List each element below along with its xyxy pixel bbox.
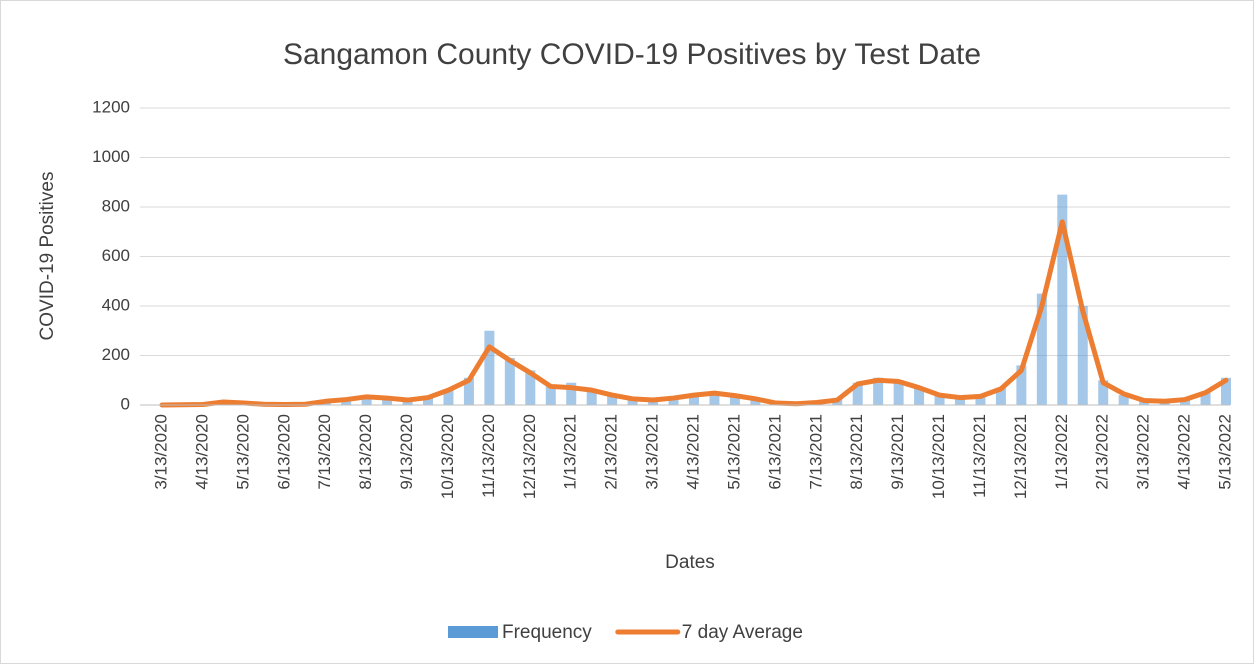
bar <box>709 391 720 405</box>
y-tick-label: 400 <box>102 295 130 314</box>
x-tick-label: 9/13/2021 <box>888 414 907 490</box>
bar <box>914 387 925 405</box>
bar <box>995 387 1006 405</box>
bar <box>1077 306 1088 405</box>
bar <box>504 357 515 405</box>
bar <box>463 377 474 405</box>
x-tick-label: 3/13/2020 <box>151 414 170 490</box>
y-tick-label: 600 <box>102 246 130 265</box>
bar <box>873 377 884 405</box>
x-tick-label: 8/13/2021 <box>847 414 866 490</box>
bar <box>1057 194 1068 405</box>
y-tick-label: 1000 <box>92 147 130 166</box>
bar <box>1016 365 1027 405</box>
y-axis-label: COVID-19 Positives <box>37 172 58 341</box>
bar <box>729 395 740 405</box>
x-tick-label: 10/13/2021 <box>929 414 948 499</box>
x-tick-label: 6/13/2020 <box>274 414 293 490</box>
bar <box>1036 293 1047 405</box>
x-tick-label: 5/13/2020 <box>233 414 252 490</box>
legend-swatch <box>448 626 498 638</box>
legend-label: Frequency <box>502 622 592 643</box>
bar <box>627 398 638 405</box>
bar <box>750 398 761 405</box>
x-tick-label: 4/13/2021 <box>683 414 702 490</box>
bar <box>443 390 454 405</box>
x-tick-label: 8/13/2020 <box>356 414 375 490</box>
line <box>159 219 1229 408</box>
x-tick-label: 2/13/2021 <box>602 414 621 490</box>
x-tick-label: 7/13/2021 <box>806 414 825 490</box>
bar <box>1118 395 1129 405</box>
x-tick-label: 3/13/2021 <box>643 414 662 490</box>
bar <box>484 330 495 405</box>
y-tick-label: 1200 <box>92 97 130 116</box>
x-tick-label: 3/13/2022 <box>1134 414 1153 490</box>
bar <box>545 385 556 405</box>
bar <box>934 395 945 405</box>
x-tick-label: 4/13/2022 <box>1175 414 1194 490</box>
bar <box>607 395 618 405</box>
y-tick-label: 800 <box>102 196 130 215</box>
bar <box>586 391 597 405</box>
x-tick-label: 1/13/2022 <box>1052 414 1071 490</box>
x-tick-label: 5/13/2022 <box>1215 414 1234 490</box>
bar <box>1139 401 1150 405</box>
bar <box>423 397 433 405</box>
bar <box>566 382 577 405</box>
x-tick-label: 12/13/2021 <box>1011 414 1030 499</box>
y-tick-label: 200 <box>102 345 130 364</box>
x-axis-label: Dates <box>665 552 715 573</box>
bar <box>382 398 393 405</box>
x-tick-label: 11/13/2021 <box>970 414 989 498</box>
bar <box>975 395 986 405</box>
bar <box>893 380 904 405</box>
bar <box>852 382 863 405</box>
bar <box>341 399 352 405</box>
bar <box>668 397 679 405</box>
x-tick-label: 9/13/2020 <box>397 414 416 490</box>
x-tick-label: 7/13/2020 <box>315 414 334 490</box>
bar <box>361 396 372 405</box>
x-tick-label: 12/13/2020 <box>520 414 539 499</box>
x-tick-label: 11/13/2020 <box>479 414 498 498</box>
bar <box>525 370 536 405</box>
legend-label: 7 day Average <box>682 622 803 643</box>
bar <box>955 397 965 405</box>
chart-title: Sangamon County COVID-19 Positives by Te… <box>283 38 981 71</box>
x-tick-label: 2/13/2022 <box>1093 414 1112 490</box>
x-tick-label: 6/13/2021 <box>765 414 784 490</box>
x-tick-label: 4/13/2020 <box>192 414 211 490</box>
bar <box>689 393 699 405</box>
bar <box>1221 377 1231 405</box>
bar <box>1098 380 1109 405</box>
x-tick-label: 5/13/2021 <box>724 414 743 490</box>
bar <box>1200 392 1211 405</box>
x-tick-label: 1/13/2021 <box>561 414 580 490</box>
x-tick-label: 10/13/2020 <box>438 414 457 499</box>
y-tick-label: 0 <box>121 394 130 413</box>
